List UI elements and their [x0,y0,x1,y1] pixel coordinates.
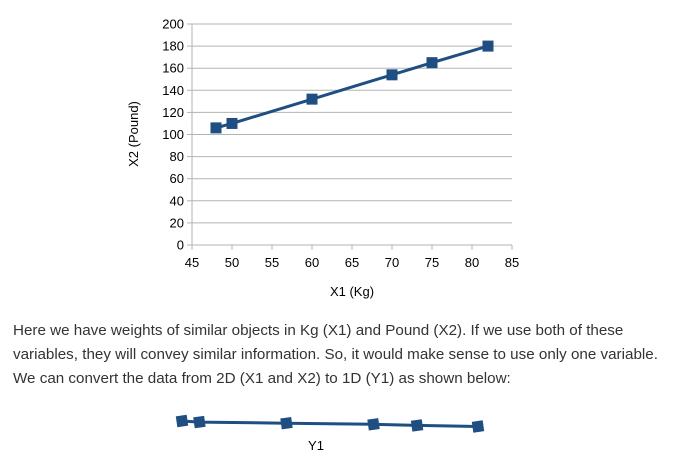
x-tick-label: 70 [385,255,399,270]
y1-data-point [410,419,424,432]
paragraph-line-2: variables, they will convey similar info… [13,346,658,363]
x-tick-label: 65 [345,255,359,270]
x-tick-label: 75 [425,255,439,270]
y-tick-label: 40 [170,193,184,208]
y-tick-label: 80 [170,149,184,164]
y1-data-point [280,416,293,430]
y1-data-point [367,418,380,431]
data-series [210,40,494,134]
y1-projection-chart: Y1 [175,414,485,453]
y-tick-label: 180 [162,39,184,54]
data-point [426,57,438,69]
data-point [226,117,238,129]
y1-data-point [471,420,485,433]
x-tick-label: 55 [265,255,279,270]
series-line [215,44,489,130]
y1-axis-title: Y1 [308,438,324,453]
data-point [386,69,398,81]
grid-lines [192,23,512,246]
y-tick-label: 160 [162,61,184,76]
data-point [210,122,222,134]
x-tick-labels: 45 50 55 60 65 70 75 80 85 [185,255,519,270]
y-axis-title: X2 (Pound) [126,101,141,167]
x-tick-label: 50 [225,255,239,270]
scatter-chart: 0 20 40 60 80 100 120 140 160 180 200 45 50 55 60 65 70… [126,17,519,300]
y1-series-line [181,419,479,428]
paragraph-line-3: We can convert the data from 2D (X1 and … [13,370,511,387]
y1-series [175,414,485,433]
y1-data-point [175,414,189,428]
x-tick-label: 80 [465,255,479,270]
y-tick-label: 100 [162,127,184,142]
y-tick-label: 140 [162,83,184,98]
data-point [482,40,494,52]
y-tick-label: 60 [170,171,184,186]
y1-data-point [193,415,206,429]
x-axis-title: X1 (Kg) [330,284,374,299]
y-tick-label: 20 [170,215,184,230]
x-tick-label: 85 [505,255,519,270]
explanation-paragraph: Here we have weights of similar objects … [13,319,678,391]
axes [187,23,513,250]
y-tick-labels: 0 20 40 60 80 100 120 140 160 180 200 [162,17,184,253]
x-tick-label: 45 [185,255,199,270]
y-tick-label: 120 [162,105,184,120]
data-point [306,93,318,105]
y-tick-label: 200 [162,17,184,32]
y-tick-label: 0 [177,238,184,253]
paragraph-line-1: Here we have weights of similar objects … [13,322,624,339]
x-tick-label: 60 [305,255,319,270]
